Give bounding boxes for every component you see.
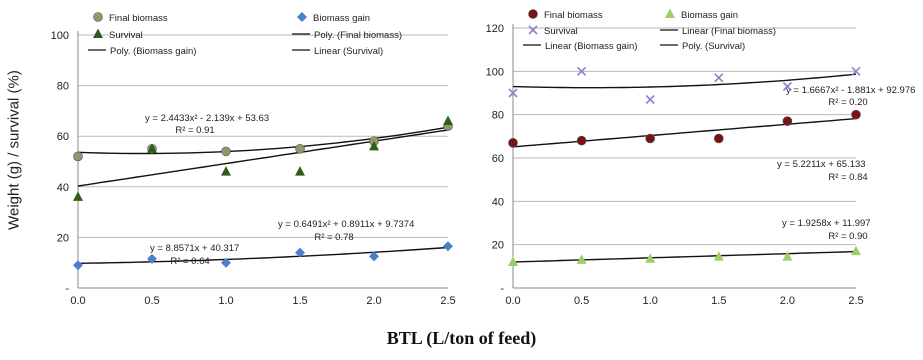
trendline-biomass-gain <box>512 250 857 263</box>
data-point-final-biomass <box>576 135 587 146</box>
x-tick-label: 0.5 <box>574 295 589 307</box>
legend-label: Survival <box>544 26 578 37</box>
y-tick-label: 60 <box>57 131 69 143</box>
trendline-r2: R² = 0.20 <box>828 97 867 108</box>
data-point-biomass-gain <box>576 254 587 264</box>
data-point-biomass-gain <box>369 251 379 262</box>
y-tick-label: - <box>500 283 504 295</box>
data-point-survival <box>508 88 518 98</box>
legend-label: Poly. (Survival) <box>682 41 745 52</box>
data-point-final-biomass <box>73 151 83 162</box>
data-point-biomass-gain <box>851 245 861 256</box>
x-tick-label: 1.0 <box>643 295 658 307</box>
x-tick-label: 1.0 <box>218 295 233 307</box>
data-point-biomass-gain <box>295 247 305 258</box>
legend-marker <box>297 12 307 22</box>
trendline-equation: y = 0.6491x² + 0.8911x + 9.7374 <box>278 219 414 230</box>
y-tick-label: 100 <box>51 30 69 42</box>
chart-panel-2: - 20 40 60 80 100 120 0.0 0.5 1.0 1.5 2.0 2.5 y = 1.6… <box>486 8 915 307</box>
legend-label: Biomass gain <box>313 13 370 24</box>
data-point-survival <box>577 66 587 76</box>
legend-marker <box>528 9 538 19</box>
trendline-survival <box>512 73 857 89</box>
legend-label: Final biomass <box>544 10 603 21</box>
trendline-r2: R² = 0.84 <box>828 172 867 183</box>
x-tick-label: 2.0 <box>780 295 795 307</box>
x-axis-title: BTL (L/ton of feed) <box>386 328 537 348</box>
y-tick-label: 80 <box>57 81 69 93</box>
data-point-biomass-gain <box>508 256 518 266</box>
legend-label: Survival <box>109 30 143 41</box>
y-tick-label: 80 <box>492 110 504 122</box>
y-tick-label: 60 <box>492 153 504 165</box>
data-point-final-biomass <box>645 133 656 144</box>
x-tick-label: 0.0 <box>70 295 85 307</box>
data-point-final-biomass <box>221 146 231 157</box>
data-point-biomass-gain <box>147 253 157 264</box>
x-tick-label: 2.0 <box>366 295 381 307</box>
data-point-biomass-gain <box>713 251 724 261</box>
data-point-survival <box>443 115 453 126</box>
legend-label: Final biomass <box>109 13 168 24</box>
legend-marker <box>528 25 538 35</box>
y-tick-label: 40 <box>492 196 504 208</box>
trendline-biomass-gain <box>77 246 449 265</box>
data-point-survival <box>221 166 231 176</box>
y-tick-label: 120 <box>486 23 504 35</box>
trendline-equation: y = 5.2211x + 65.133 <box>777 159 866 170</box>
x-tick-label: 1.5 <box>711 295 726 307</box>
legend-label: Linear (Biomass gain) <box>545 41 637 52</box>
data-point-survival <box>369 140 379 151</box>
data-point-biomass-gain <box>221 257 231 268</box>
data-point-survival <box>73 191 83 201</box>
data-point-final-biomass <box>295 144 305 154</box>
trendline-final-biomass <box>512 117 857 148</box>
trendline-equation: y = 1.9258x + 11.997 <box>782 218 871 229</box>
x-tick-label: 2.5 <box>848 295 863 307</box>
trendline-r2: R² = 0.90 <box>828 231 867 242</box>
data-point-survival <box>782 81 792 92</box>
trendline-equation: y = 1.6667x² - 1.881x + 92.976 <box>786 85 915 96</box>
trendline-final-biomass <box>77 126 449 155</box>
trendline-r2: R² = 0.78 <box>314 232 353 243</box>
legend-marker <box>665 8 675 18</box>
data-point-survival <box>147 143 157 153</box>
data-point-final-biomass <box>713 133 724 144</box>
x-tick-label: 0.5 <box>144 295 159 307</box>
y-tick-label: 100 <box>486 66 504 78</box>
data-point-final-biomass <box>508 138 518 148</box>
legend-marker <box>93 12 103 22</box>
x-tick-label: 2.5 <box>440 295 455 307</box>
trendline-r2: R² = 0.64 <box>170 256 209 267</box>
data-point-survival <box>295 166 305 176</box>
data-point-survival <box>851 66 861 76</box>
legend-label: Linear (Survival) <box>314 46 383 57</box>
data-point-biomass-gain <box>782 251 793 261</box>
y-tick-label: 40 <box>57 182 69 194</box>
legend-label: Poly. (Biomass gain) <box>110 46 196 57</box>
data-point-survival <box>714 73 724 83</box>
data-point-survival <box>645 94 655 105</box>
legend-label: Poly. (Final biomass) <box>314 30 402 41</box>
trendline-equation: y = 8.8571x + 40.317 <box>150 243 239 254</box>
y-tick-label: 20 <box>492 240 504 252</box>
data-point-final-biomass <box>782 116 793 126</box>
x-tick-label: 0.0 <box>505 295 520 307</box>
data-point-final-biomass <box>851 109 861 120</box>
legend-label: Biomass gain <box>681 10 738 21</box>
trendline-equation: y = 2.4433x² - 2.139x + 53.63 <box>145 113 269 124</box>
legend-marker <box>93 28 103 38</box>
data-point-biomass-gain <box>443 241 453 252</box>
charts-area: - 20 40 60 80 100 0.0 0.5 1.0 1.5 2.0 2.5 y = 2.4433… <box>51 8 915 307</box>
x-tick-label: 1.5 <box>292 295 307 307</box>
y-tick-label: 20 <box>57 232 69 244</box>
legend-label: Linear (Final biomass) <box>682 26 776 37</box>
trendline-survival <box>77 129 449 187</box>
y-tick-label: - <box>65 283 69 295</box>
data-point-biomass-gain <box>645 253 656 263</box>
chart-panel-1: - 20 40 60 80 100 0.0 0.5 1.0 1.5 2.0 2.5 y = 2.4433… <box>51 12 456 307</box>
data-point-biomass-gain <box>73 260 83 271</box>
trendline-r2: R² = 0.91 <box>175 125 214 136</box>
